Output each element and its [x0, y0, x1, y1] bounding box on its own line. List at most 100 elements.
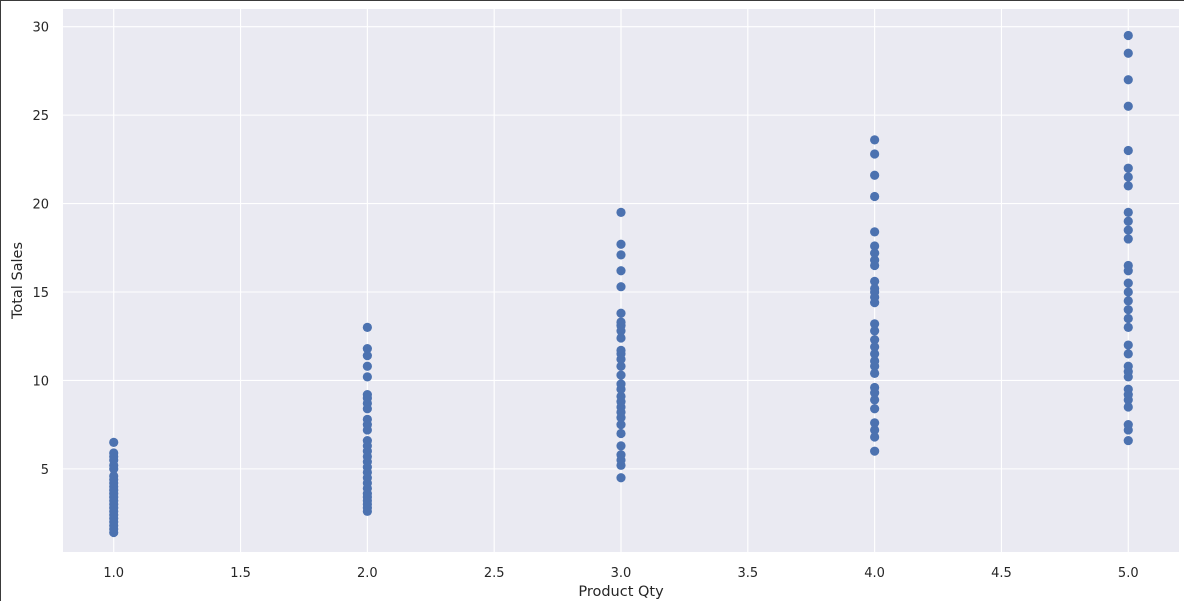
data-point [1123, 48, 1133, 58]
y-tick-label: 25 [32, 109, 49, 124]
x-tick-label: 3.5 [737, 566, 758, 581]
data-point [362, 389, 372, 400]
data-point [1123, 435, 1133, 446]
data-point [870, 191, 880, 202]
data-point [1123, 101, 1133, 111]
data-point [1123, 278, 1133, 288]
data-point [1123, 349, 1133, 359]
data-point [870, 248, 880, 258]
data-point [616, 308, 626, 318]
data-point [616, 250, 626, 260]
data-point [870, 418, 880, 428]
data-point [109, 471, 119, 481]
data-point [870, 335, 880, 345]
data-point [616, 333, 626, 343]
data-point [1123, 181, 1133, 191]
data-point [362, 414, 372, 424]
y-axis-ticks: 5 10 15 20 25 30 [32, 21, 49, 478]
y-tick-label: 5 [41, 463, 49, 478]
data-point [1123, 225, 1133, 235]
data-point [1123, 172, 1133, 182]
data-point [616, 473, 626, 483]
data-point [1123, 163, 1133, 173]
x-tick-label: 3.0 [611, 566, 632, 581]
data-point [870, 368, 880, 378]
x-axis-ticks: 1.0 1.5 2.0 2.5 3.0 3.5 4.0 4.5 5.0 [103, 566, 1138, 581]
data-point [870, 170, 880, 180]
data-point [870, 326, 880, 336]
data-point [616, 361, 626, 371]
data-point [362, 322, 372, 332]
x-tick-label: 1.5 [230, 566, 251, 581]
data-point [1123, 30, 1133, 41]
data-point [616, 428, 626, 439]
data-point [870, 241, 880, 251]
data-point [616, 317, 626, 327]
data-point [870, 356, 880, 366]
x-tick-label: 2.5 [484, 566, 505, 581]
data-point [616, 379, 626, 389]
data-point [870, 149, 880, 159]
data-point [109, 448, 119, 458]
data-point [362, 361, 372, 371]
data-point [1123, 234, 1133, 244]
x-tick-label: 4.0 [864, 566, 885, 581]
data-point [1123, 361, 1133, 371]
x-axis-label: Product Qty [578, 584, 664, 600]
data-point [1123, 402, 1133, 412]
data-point [616, 207, 626, 218]
data-point [1123, 75, 1133, 85]
y-axis-label: Total Sales [10, 242, 26, 320]
data-point [1123, 322, 1133, 332]
data-point [616, 441, 626, 451]
data-point [616, 450, 626, 460]
data-point [870, 446, 880, 456]
x-tick-label: 4.5 [991, 566, 1012, 581]
data-point [1123, 287, 1133, 297]
data-point [870, 227, 880, 237]
y-tick-label: 15 [32, 286, 49, 301]
data-point [109, 437, 119, 447]
data-point [616, 345, 626, 355]
data-point [1123, 296, 1133, 306]
data-point [1123, 216, 1133, 226]
data-point [870, 276, 880, 286]
data-point [1123, 420, 1133, 430]
data-point [870, 349, 880, 359]
data-point [870, 255, 880, 265]
data-point [1123, 340, 1133, 350]
data-point [616, 266, 626, 276]
data-point [362, 343, 372, 354]
data-point [870, 395, 880, 405]
data-point [362, 435, 372, 446]
data-point [362, 372, 372, 382]
y-tick-label: 30 [32, 21, 49, 36]
data-point [1123, 145, 1133, 156]
data-point [1123, 207, 1133, 218]
x-tick-label: 2.0 [357, 566, 378, 581]
x-tick-label: 5.0 [1118, 566, 1139, 581]
data-point [616, 391, 626, 401]
data-point [870, 404, 880, 414]
data-point [870, 283, 880, 294]
data-point [616, 370, 626, 380]
x-tick-label: 1.0 [103, 566, 124, 581]
data-point [870, 382, 880, 393]
data-point [616, 282, 626, 292]
data-point [1123, 313, 1133, 324]
data-point [362, 351, 372, 361]
data-point [870, 342, 880, 352]
data-point [616, 420, 626, 430]
data-point [1123, 305, 1133, 315]
data-points [109, 30, 1133, 538]
data-point [870, 319, 880, 329]
data-point [1123, 384, 1133, 394]
data-point [870, 425, 880, 435]
data-point [616, 239, 626, 249]
y-tick-label: 10 [32, 374, 49, 389]
data-point [1123, 260, 1133, 271]
y-tick-label: 20 [32, 198, 49, 213]
data-point [870, 135, 880, 145]
